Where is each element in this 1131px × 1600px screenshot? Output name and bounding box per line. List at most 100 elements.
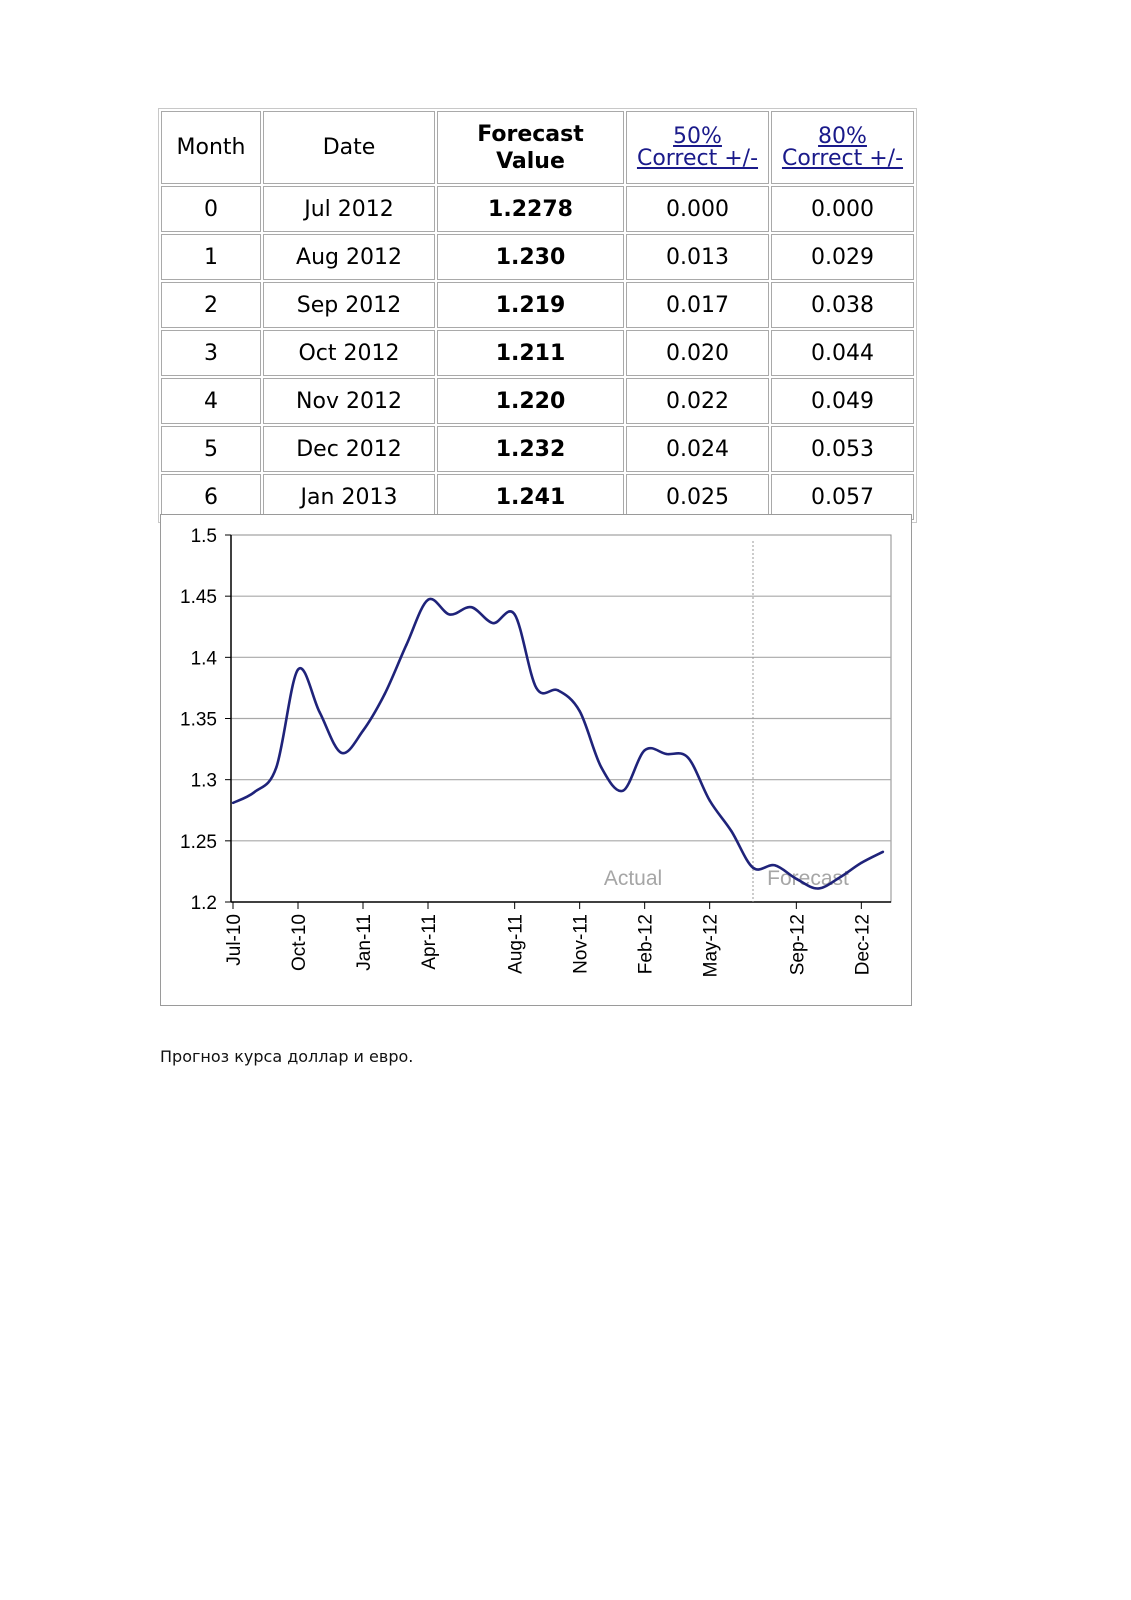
cell-month: 2	[161, 282, 261, 328]
cell-50-correct: 0.000	[626, 186, 769, 232]
header-date: Date	[263, 111, 435, 184]
x-tick-label: Nov-11	[571, 914, 592, 974]
y-tick-label: 1.2	[191, 893, 217, 914]
cell-50-correct: 0.022	[626, 378, 769, 424]
data-point	[556, 689, 560, 692]
x-tick-label: May-12	[701, 914, 722, 977]
cell-date: Jan 2013	[263, 474, 435, 520]
data-point	[708, 799, 711, 802]
header-month: Month	[161, 111, 261, 184]
table-row: 5 Dec 2012 1.232 0.024 0.053	[161, 426, 914, 472]
header-50-correct[interactable]: 50% Correct +/-	[626, 111, 769, 184]
header-80-line2[interactable]: Correct +/-	[781, 145, 904, 171]
cell-date: Aug 2012	[263, 234, 435, 280]
data-point	[253, 790, 256, 794]
cell-forecast-value: 1.220	[437, 378, 624, 424]
cell-date: Sep 2012	[263, 282, 435, 328]
data-point	[513, 613, 516, 616]
caption: Прогноз курса доллар и евро.	[160, 1047, 414, 1066]
cell-50-correct: 0.020	[626, 330, 769, 376]
data-point	[318, 711, 321, 714]
data-point	[361, 729, 365, 732]
cell-date: Dec 2012	[263, 426, 435, 472]
chart-container: 1.5 1.45 1.4 1.35 1.3 1.25 1.2 Jul-10 Oct-10 Jan-…	[160, 514, 912, 1006]
data-point	[405, 643, 408, 647]
cell-80-correct: 0.049	[771, 378, 914, 424]
header-80-line1[interactable]: 80%	[818, 123, 867, 149]
x-tick-label: Feb-12	[636, 914, 657, 974]
data-point	[773, 864, 776, 867]
data-point	[470, 605, 473, 609]
cell-month: 0	[161, 186, 261, 232]
data-point	[448, 613, 451, 616]
header-forecast-line1: Forecast	[477, 121, 584, 147]
x-tick-label: Dec-12	[852, 914, 873, 975]
x-tick-label: Jan-11	[354, 914, 375, 971]
cell-50-correct: 0.024	[626, 426, 769, 472]
data-point	[686, 756, 690, 759]
data-point	[730, 829, 733, 833]
table-row: 2 Sep 2012 1.219 0.017 0.038	[161, 282, 914, 328]
cell-forecast-value: 1.232	[437, 426, 624, 472]
cell-month: 3	[161, 330, 261, 376]
data-point	[426, 598, 430, 602]
cell-80-correct: 0.038	[771, 282, 914, 328]
cell-date: Oct 2012	[263, 330, 435, 376]
y-tick-label: 1.4	[191, 648, 218, 669]
cell-forecast-value: 1.219	[437, 282, 624, 328]
x-tick-label: Apr-11	[419, 914, 440, 970]
line-chart: 1.5 1.45 1.4 1.35 1.3 1.25 1.2 Jul-10 Oct-10 Jan-…	[180, 526, 892, 977]
cell-50-correct: 0.017	[626, 282, 769, 328]
data-point	[275, 766, 278, 769]
y-tick-label: 1.3	[191, 771, 217, 792]
data-point	[296, 668, 300, 671]
table-row: 4 Nov 2012 1.220 0.022 0.049	[161, 378, 914, 424]
table-row: 3 Oct 2012 1.211 0.020 0.044	[161, 330, 914, 376]
cell-month: 4	[161, 378, 261, 424]
data-point	[491, 621, 495, 625]
data-point	[231, 801, 235, 805]
cell-80-correct: 0.000	[771, 186, 914, 232]
data-point	[795, 877, 798, 880]
data-point	[665, 752, 668, 756]
y-tick-label: 1.25	[180, 832, 217, 853]
x-tick-label: Oct-10	[289, 914, 310, 971]
table-header-row: Month Date Forecast Value 50% Correct +/…	[161, 111, 914, 184]
header-80-correct[interactable]: 80% Correct +/-	[771, 111, 914, 184]
y-tick-label: 1.45	[180, 587, 217, 608]
table-row: 6 Jan 2013 1.241 0.025 0.057	[161, 474, 914, 520]
cell-50-correct: 0.013	[626, 234, 769, 280]
header-50-line2[interactable]: Correct +/-	[636, 145, 759, 171]
cell-month: 5	[161, 426, 261, 472]
cell-month: 1	[161, 234, 261, 280]
cell-date: Nov 2012	[263, 378, 435, 424]
cell-forecast-value: 1.211	[437, 330, 624, 376]
x-tick-label: Aug-11	[506, 914, 527, 974]
header-forecast-value: Forecast Value	[437, 111, 624, 184]
table-row: 0 Jul 2012 1.2278 0.000 0.000	[161, 186, 914, 232]
header-forecast-line2: Value	[496, 148, 565, 174]
x-tick-label: Sep-12	[787, 914, 808, 975]
data-point	[816, 887, 820, 890]
data-point	[535, 686, 538, 690]
cell-date: Jul 2012	[263, 186, 435, 232]
data-point	[621, 789, 625, 792]
y-tick-label: 1.5	[191, 526, 217, 547]
data-point	[838, 876, 841, 879]
table-row: 1 Aug 2012 1.230 0.013 0.029	[161, 234, 914, 280]
x-tick-label: Jul-10	[224, 914, 245, 966]
y-tick-label: 1.35	[180, 710, 217, 731]
data-point	[383, 692, 386, 696]
cell-80-correct: 0.053	[771, 426, 914, 472]
data-point	[881, 850, 885, 854]
header-50-line1[interactable]: 50%	[673, 123, 722, 149]
data-point	[340, 751, 343, 754]
data-point	[600, 766, 603, 769]
data-point	[643, 749, 646, 752]
forecast-table: Month Date Forecast Value 50% Correct +/…	[158, 108, 917, 523]
data-point	[751, 866, 755, 869]
cell-forecast-value: 1.230	[437, 234, 624, 280]
cell-forecast-value: 1.2278	[437, 186, 624, 232]
data-point	[578, 709, 581, 713]
data-point	[860, 861, 863, 865]
